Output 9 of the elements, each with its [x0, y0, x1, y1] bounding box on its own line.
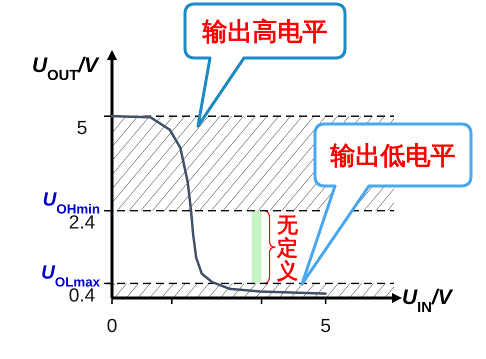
picture-callout: 输出低电平 [300, 122, 472, 286]
ref-line-label: U$_{OLmax}$ [41, 262, 101, 289]
x-tick-label: 0 [106, 316, 118, 337]
y-tick-label: 5 [76, 118, 88, 140]
annotation: 无定义 [276, 214, 300, 284]
annotation: 输出低电平 [330, 142, 456, 170]
x-axis-title: U$_{IN}$/V [402, 286, 454, 316]
picture-callout: 输出高电平 [184, 2, 346, 128]
y-axis-title: U$_{OUT}$/V [32, 54, 100, 84]
